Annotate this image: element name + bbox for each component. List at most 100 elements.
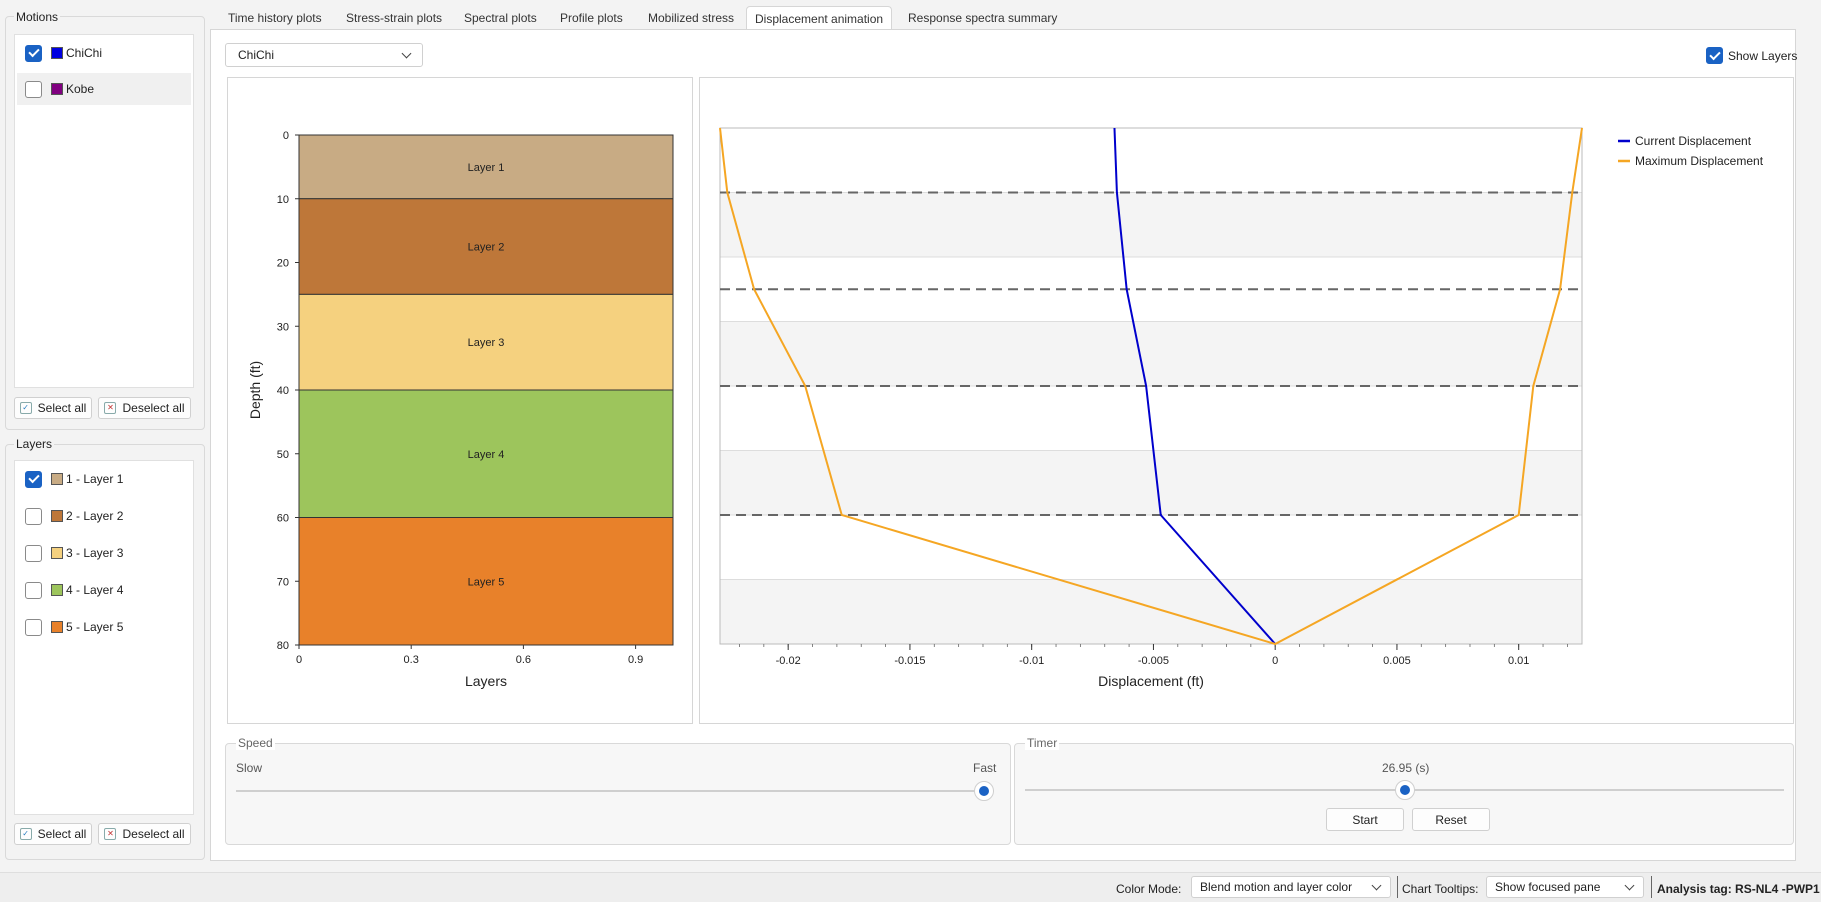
deselect-all-icon: ✕ <box>104 828 117 840</box>
speed-group <box>225 743 1011 845</box>
maximum-displacement-line <box>719 127 1583 646</box>
layer-checkbox[interactable] <box>25 581 42 599</box>
y-tick-label: 40 <box>277 385 289 397</box>
tab-response-spectra-summary[interactable]: Response spectra summary <box>908 11 1058 25</box>
layer-label: 5 - Layer 5 <box>66 620 124 634</box>
layer-color-swatch <box>51 621 63 633</box>
tab-stress-strain[interactable]: Stress-strain plots <box>346 11 443 25</box>
x-axis-title: Displacement (ft) <box>1098 673 1204 689</box>
tab-time-history[interactable]: Time history plots <box>228 11 322 25</box>
layer-checkbox[interactable] <box>25 507 42 525</box>
y-tick-label: 70 <box>277 576 289 588</box>
displacement-chart-pane[interactable]: -0.02 -0.015 -0.01 -0.005 0 0.005 0.01 Displace… <box>699 77 1794 724</box>
motion-select[interactable]: ChiChi <box>225 43 423 67</box>
y-axis-title: Depth (ft) <box>247 361 263 419</box>
select-all-icon: ✓ <box>19 402 32 414</box>
y-tick-label: 10 <box>277 194 289 206</box>
color-mode-select[interactable]: Blend motion and layer color <box>1191 876 1391 898</box>
grid-band <box>719 321 1583 387</box>
layer-label: 3 - Layer 3 <box>66 546 124 560</box>
timer-slider-thumb[interactable] <box>1394 780 1415 800</box>
layer-band <box>298 293 674 391</box>
y-tick-label: 80 <box>277 640 289 652</box>
y-tick-label: 50 <box>277 449 289 461</box>
displacement-chart: -0.02 -0.015 -0.01 -0.005 0 0.005 0.01 Displace… <box>719 127 1764 689</box>
x-tick-label: 0 <box>1272 655 1278 667</box>
show-layers-toggle[interactable]: Show Layers <box>1706 47 1797 64</box>
speed-slider[interactable] <box>236 781 994 801</box>
motion-color-swatch <box>51 47 63 59</box>
motion-checkbox[interactable] <box>25 44 42 62</box>
layer-band <box>298 517 674 646</box>
x-tick-label: 0.9 <box>628 654 643 666</box>
status-divider <box>1397 876 1398 898</box>
y-tick-label: 0 <box>283 130 289 142</box>
chevron-down-icon <box>401 48 412 59</box>
deselect-all-icon: ✕ <box>104 402 117 414</box>
tab-spectral[interactable]: Spectral plots <box>464 11 537 25</box>
layer-color-swatch <box>51 547 63 559</box>
x-tick-label: 0.6 <box>516 654 531 666</box>
chart-tooltips-value: Show focused pane <box>1495 880 1601 894</box>
speed-slider-thumb[interactable] <box>974 781 994 801</box>
motions-list: ChiChi Kobe <box>14 34 194 388</box>
grid-band <box>719 256 1583 322</box>
color-mode-label: Color Mode: <box>1116 882 1182 896</box>
layers-chart-pane[interactable]: Layer 1 Layer 2 Layer 3 Layer 4 Layer 5 0 10 20… <box>227 77 693 724</box>
speed-fast-label: Fast <box>973 761 997 775</box>
layer-item-2[interactable]: 2 - Layer 2 <box>17 500 191 532</box>
chart-tooltips-select[interactable]: Show focused pane <box>1486 876 1644 898</box>
layer-color-swatch <box>51 473 63 485</box>
show-layers-checkbox[interactable] <box>1706 47 1723 64</box>
grid-band <box>719 579 1583 645</box>
tab-mobilized-stress[interactable]: Mobilized stress <box>648 11 735 25</box>
layer-checkbox[interactable] <box>25 470 42 488</box>
tab-profile[interactable]: Profile plots <box>560 11 623 25</box>
layer-label: 1 - Layer 1 <box>66 472 124 486</box>
layer-item-3[interactable]: 3 - Layer 3 <box>17 537 191 569</box>
layer-item-1[interactable]: 1 - Layer 1 <box>17 463 191 495</box>
layer-band-label: Layer 3 <box>468 337 505 349</box>
layer-color-swatch <box>51 510 63 522</box>
tab-displacement-animation[interactable]: Displacement animation <box>746 6 893 30</box>
layer-band-label: Layer 2 <box>468 242 505 254</box>
layer-color-swatch <box>51 584 63 596</box>
timer-start-button[interactable]: Start <box>1326 808 1404 831</box>
speed-slider-track <box>236 790 994 792</box>
layer-item-5[interactable]: 5 - Layer 5 <box>17 611 191 643</box>
chevron-down-icon <box>1624 880 1635 891</box>
layer-checkbox[interactable] <box>25 618 42 636</box>
motion-checkbox[interactable] <box>25 80 42 98</box>
layer-band-label: Layer 5 <box>468 576 505 588</box>
layer-band-label: Layer 1 <box>468 162 505 174</box>
grid-band <box>719 127 1583 193</box>
x-tick-label: -0.015 <box>894 655 925 667</box>
x-tick-label: -0.005 <box>1138 655 1169 667</box>
show-layers-label: Show Layers <box>1728 48 1798 63</box>
chevron-down-icon <box>1371 880 1382 891</box>
timer-reset-button[interactable]: Reset <box>1412 808 1490 831</box>
timer-slider[interactable] <box>1025 780 1784 800</box>
grid-band <box>719 385 1583 451</box>
layers-select-all-button[interactable]: ✓ Select all <box>14 823 92 845</box>
motion-label: Kobe <box>66 82 95 96</box>
layer-band <box>298 134 674 200</box>
timer-title: Timer <box>1025 736 1060 750</box>
motion-label: ChiChi <box>66 46 103 60</box>
motion-item-chichi[interactable]: ChiChi <box>17 37 191 69</box>
layers-deselect-all-button[interactable]: ✕ Deselect all <box>98 823 191 845</box>
layer-band-label: Layer 4 <box>468 449 505 461</box>
layer-band <box>298 198 674 295</box>
motions-deselect-all-button[interactable]: ✕ Deselect all <box>98 397 191 419</box>
layers-chart: Layer 1 Layer 2 Layer 3 Layer 4 Layer 5 0 10 20… <box>247 130 674 689</box>
speed-title: Speed <box>236 736 275 750</box>
motions-select-all-button[interactable]: ✓ Select all <box>14 397 92 419</box>
x-tick-label: 0.005 <box>1383 655 1411 667</box>
layer-item-4[interactable]: 4 - Layer 4 <box>17 574 191 606</box>
layer-checkbox[interactable] <box>25 544 42 562</box>
select-all-label: Select all <box>37 827 87 841</box>
grid-band <box>719 192 1583 258</box>
motion-item-kobe[interactable]: Kobe <box>17 73 191 105</box>
y-tick-label: 20 <box>277 258 289 270</box>
current-displacement-line <box>1113 127 1276 645</box>
